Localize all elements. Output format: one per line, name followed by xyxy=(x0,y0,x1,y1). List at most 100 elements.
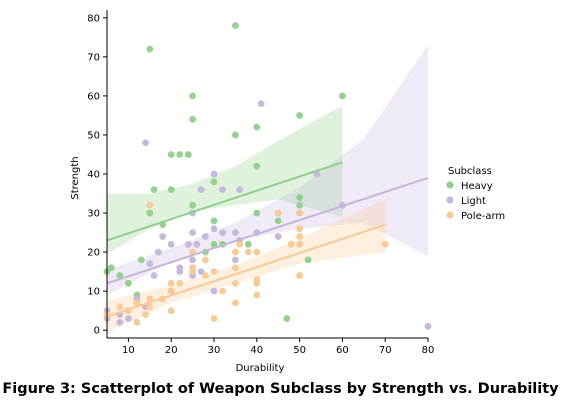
heavy-point xyxy=(167,151,175,158)
legend-title: Subclass xyxy=(448,166,492,177)
y-tick-label: 60 xyxy=(87,91,100,102)
pole-arm-point xyxy=(253,291,261,299)
light-point xyxy=(189,256,197,264)
heavy-point xyxy=(210,217,218,225)
pole-arm-point xyxy=(189,264,197,272)
pole-arm-point xyxy=(381,240,389,248)
regression-lines xyxy=(106,161,429,318)
heavy-confidence-band xyxy=(107,105,343,255)
light-point xyxy=(210,170,218,178)
pole-arm-point xyxy=(296,209,303,217)
heavy-point xyxy=(253,123,261,131)
light-legend-label: Light xyxy=(461,196,486,207)
light-point xyxy=(116,318,124,326)
heavy-point xyxy=(116,272,124,279)
y-tick-label: 0 xyxy=(94,326,100,337)
light-point xyxy=(232,256,239,264)
heavy-point xyxy=(146,209,154,217)
y-tick-label: 80 xyxy=(87,13,100,24)
heavy-point xyxy=(296,201,303,209)
heavy-point xyxy=(232,131,239,139)
light-point xyxy=(142,139,149,147)
light-legend-marker xyxy=(446,196,454,204)
light-point xyxy=(219,186,226,194)
heavy-point xyxy=(167,186,175,194)
pole-arm-point xyxy=(236,240,244,248)
confidence-bands xyxy=(107,45,428,333)
light-point xyxy=(232,229,239,236)
x-tick-label: 60 xyxy=(336,345,349,356)
light-point xyxy=(184,240,192,248)
light-point xyxy=(210,287,218,295)
heavy-point xyxy=(232,22,239,30)
heavy-point xyxy=(189,115,197,123)
legend: Subclass Heavy Light Pole-arm xyxy=(446,166,505,222)
x-tick-label: 20 xyxy=(165,345,178,356)
heavy-point xyxy=(176,151,184,158)
pole-arm-point xyxy=(146,303,154,311)
pole-arm-point xyxy=(133,318,141,326)
heavy-point xyxy=(253,162,261,170)
pole-arm-point xyxy=(202,256,209,264)
x-tick-label: 10 xyxy=(122,345,135,356)
heavy-point xyxy=(184,151,192,158)
heavy-point xyxy=(304,256,312,264)
pole-arm-point xyxy=(232,264,239,272)
light-point xyxy=(210,225,218,233)
light-point xyxy=(193,240,201,248)
pole-arm-regression-line xyxy=(106,223,386,318)
pole-arm-point xyxy=(219,287,226,295)
heavy-point xyxy=(210,178,218,186)
pole-arm-point xyxy=(176,279,184,287)
pole-arm-point xyxy=(232,299,239,307)
light-point xyxy=(150,272,158,279)
y-tick-label: 30 xyxy=(87,209,100,220)
heavy-point xyxy=(189,92,197,100)
heavy-point xyxy=(339,92,346,100)
light-point xyxy=(167,240,175,248)
pole-arm-point xyxy=(133,299,141,307)
heavy-legend-marker xyxy=(446,181,454,189)
heavy-point xyxy=(296,112,303,119)
pole-arm-point xyxy=(146,201,154,209)
pole-arm-point xyxy=(167,287,175,295)
y-tick-label: 70 xyxy=(87,52,100,63)
x-tick-label: 70 xyxy=(379,345,392,356)
pole-arm-point xyxy=(167,307,175,315)
x-tick-label: 80 xyxy=(422,345,435,356)
figure-caption: Figure 3: Scatterplot of Weapon Subclass… xyxy=(2,381,559,397)
pole-arm-point xyxy=(142,311,149,318)
heavy-point xyxy=(107,264,115,272)
light-point xyxy=(159,233,167,240)
light-point xyxy=(274,233,282,240)
pole-arm-point xyxy=(232,279,239,287)
light-point xyxy=(189,229,197,236)
pole-arm-point xyxy=(210,315,218,322)
pole-arm-legend-marker xyxy=(446,211,454,219)
pole-arm-point xyxy=(287,240,295,248)
heavy-point xyxy=(137,256,145,264)
light-point xyxy=(154,248,162,256)
pole-arm-point xyxy=(202,272,209,279)
pole-arm-point xyxy=(253,248,261,256)
heavy-point xyxy=(150,186,158,194)
light-point xyxy=(219,229,226,236)
light-point xyxy=(257,100,265,108)
heavy-point xyxy=(283,315,291,322)
x-tick-label: 30 xyxy=(208,345,221,356)
light-confidence-band xyxy=(107,45,428,296)
pole-arm-point xyxy=(296,240,303,248)
y-tick-label: 40 xyxy=(87,170,100,181)
heavy-point xyxy=(244,240,252,248)
light-point xyxy=(197,186,205,194)
y-tick-label: 20 xyxy=(87,248,100,259)
pole-arm-point xyxy=(146,295,154,303)
pole-arm-point xyxy=(253,276,261,283)
light-regression-line xyxy=(106,176,429,285)
pole-arm-point xyxy=(116,303,124,311)
light-point xyxy=(176,264,184,272)
pole-arm-point xyxy=(296,272,303,279)
light-point xyxy=(424,322,432,330)
heavy-point xyxy=(189,201,197,209)
heavy-point xyxy=(253,209,261,217)
